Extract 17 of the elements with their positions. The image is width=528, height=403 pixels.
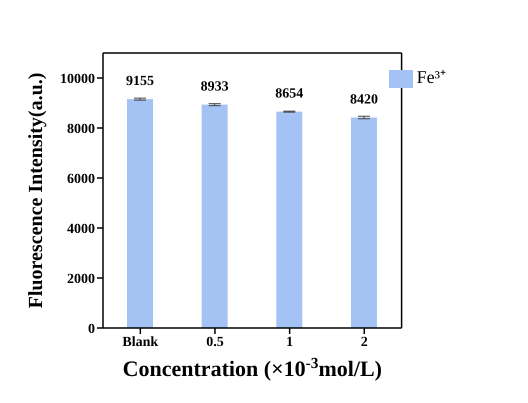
data-label: 9155 bbox=[126, 74, 154, 90]
x-tick-label: 0.5 bbox=[206, 334, 224, 350]
y-tick-label: 6000 bbox=[67, 172, 95, 187]
y-tick-label: 8000 bbox=[67, 122, 95, 137]
data-label: 8654 bbox=[275, 86, 304, 102]
y-tick-label: 4000 bbox=[67, 222, 95, 237]
data-label: 8933 bbox=[200, 80, 229, 95]
x-tick-label: 1 bbox=[286, 334, 294, 350]
x-axis-title: Concentration (×10$^{-3}$mol/L) bbox=[122, 354, 382, 381]
data-label: 8420 bbox=[350, 92, 378, 108]
y-tick-label: 0 bbox=[88, 322, 95, 337]
y-tick-label: 10000 bbox=[60, 72, 95, 87]
legend-label: Fe³⁺ bbox=[416, 67, 446, 87]
x-tick-label: Blank bbox=[122, 334, 158, 350]
y-axis-title: Fluorescence Intensity(a.u.) bbox=[25, 72, 47, 308]
x-tick-label: 2 bbox=[360, 334, 368, 350]
y-tick-label: 2000 bbox=[67, 272, 95, 287]
